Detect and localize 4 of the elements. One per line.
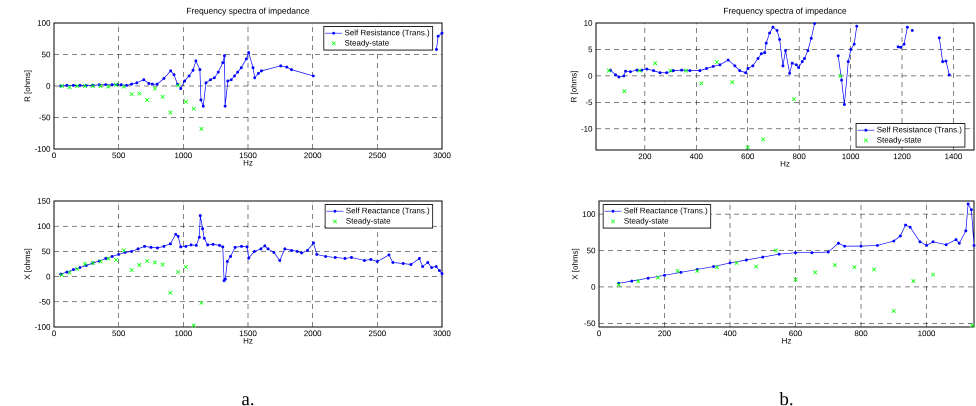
text: a. bbox=[242, 396, 254, 406]
chart-title: Frequency spectra of impedance bbox=[724, 8, 846, 16]
chart-title: Frequency spectra of impedance bbox=[187, 8, 310, 16]
text: b. bbox=[779, 392, 792, 406]
